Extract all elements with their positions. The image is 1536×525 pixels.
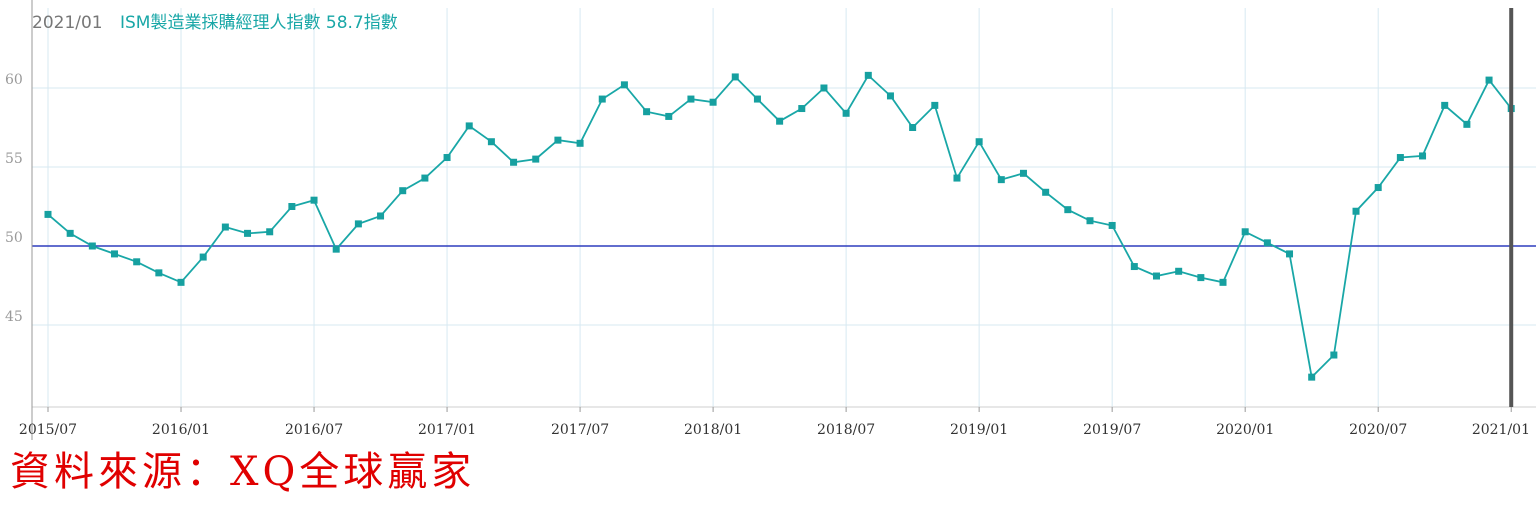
data-point <box>798 105 806 113</box>
x-tick-label: 2016/07 <box>285 422 343 438</box>
data-point <box>244 229 252 237</box>
data-point <box>221 223 229 231</box>
x-tick-label: 2018/01 <box>684 422 742 438</box>
data-point <box>44 210 52 218</box>
data-point <box>1064 206 1072 214</box>
x-tick-label: 2021/01 <box>1472 422 1530 438</box>
data-point <box>88 242 96 250</box>
data-point <box>1330 351 1338 359</box>
data-point <box>1130 263 1138 271</box>
data-point <box>1153 272 1160 280</box>
data-point <box>1286 250 1294 258</box>
data-point <box>620 81 628 89</box>
data-point <box>554 136 562 144</box>
data-point <box>332 245 340 253</box>
data-point <box>975 138 983 146</box>
data-point <box>864 71 872 79</box>
y-tick-label: 60 <box>5 72 23 88</box>
data-point <box>576 139 584 147</box>
data-point <box>421 174 429 182</box>
data-point <box>1019 169 1027 177</box>
data-point <box>443 154 451 162</box>
x-tick-label: 2017/01 <box>418 422 476 438</box>
data-point <box>1441 101 1449 109</box>
data-point <box>909 124 917 131</box>
x-tick-label: 2020/01 <box>1216 422 1274 438</box>
data-point <box>1263 239 1271 247</box>
data-point <box>310 196 318 204</box>
data-point <box>111 250 119 258</box>
data-point <box>886 92 894 100</box>
data-point <box>753 95 761 103</box>
data-point <box>66 229 74 237</box>
x-tick-label: 2017/07 <box>551 422 609 438</box>
data-point <box>665 112 673 120</box>
data-point <box>709 98 717 106</box>
header-date: 2021/01 <box>32 13 103 33</box>
data-point <box>931 101 939 109</box>
data-point <box>1485 76 1493 84</box>
x-tick-label: 2020/07 <box>1349 422 1407 438</box>
data-point <box>776 117 784 125</box>
data-point <box>1374 184 1382 192</box>
data-point <box>399 187 407 195</box>
data-point <box>842 109 850 117</box>
data-point <box>155 269 163 277</box>
y-tick-label: 55 <box>5 151 23 167</box>
data-point <box>643 108 651 116</box>
x-tick-label: 2018/07 <box>817 422 875 438</box>
data-point <box>1219 278 1227 286</box>
data-point <box>1175 267 1183 275</box>
x-tick-label: 2019/01 <box>950 422 1008 438</box>
data-point <box>354 220 362 228</box>
data-point <box>1086 217 1094 225</box>
data-point <box>953 174 961 182</box>
data-point <box>820 84 828 92</box>
x-tick-label: 2015/07 <box>19 422 77 438</box>
data-point <box>1108 221 1116 229</box>
data-point <box>1308 373 1316 381</box>
y-tick-label: 45 <box>5 309 23 325</box>
data-point <box>177 278 185 286</box>
data-point <box>288 203 296 210</box>
series-markers <box>44 71 1515 381</box>
data-point <box>1352 207 1360 215</box>
data-point <box>1042 188 1050 196</box>
data-point <box>1197 274 1205 282</box>
data-point <box>465 122 473 130</box>
data-point <box>598 95 606 103</box>
data-point <box>1419 152 1427 160</box>
data-point <box>1396 154 1404 162</box>
data-point <box>1241 228 1249 236</box>
data-point <box>687 95 695 103</box>
x-tick-label: 2019/07 <box>1083 422 1141 438</box>
source-caption: 資料來源：XQ全球贏家 <box>10 449 476 495</box>
x-axis-ticks: 2015/07 2016/01 2016/07 2017/01 2017/07 2018/… <box>19 407 1530 438</box>
data-point <box>1463 120 1471 128</box>
y-axis-ticks: 45 50 55 60 <box>5 72 23 325</box>
data-point <box>997 176 1005 184</box>
data-point <box>133 258 141 266</box>
data-point <box>199 253 207 261</box>
data-point <box>532 155 540 163</box>
data-point <box>377 212 385 220</box>
header-series-label: ISM製造業採購經理人指數 58.7指數 <box>120 13 398 33</box>
y-tick-label: 50 <box>5 230 23 246</box>
grid <box>32 8 1536 407</box>
data-point <box>510 158 518 166</box>
data-point <box>266 228 274 236</box>
data-point <box>731 73 739 81</box>
data-point <box>487 138 495 146</box>
x-tick-label: 2016/01 <box>152 422 210 438</box>
